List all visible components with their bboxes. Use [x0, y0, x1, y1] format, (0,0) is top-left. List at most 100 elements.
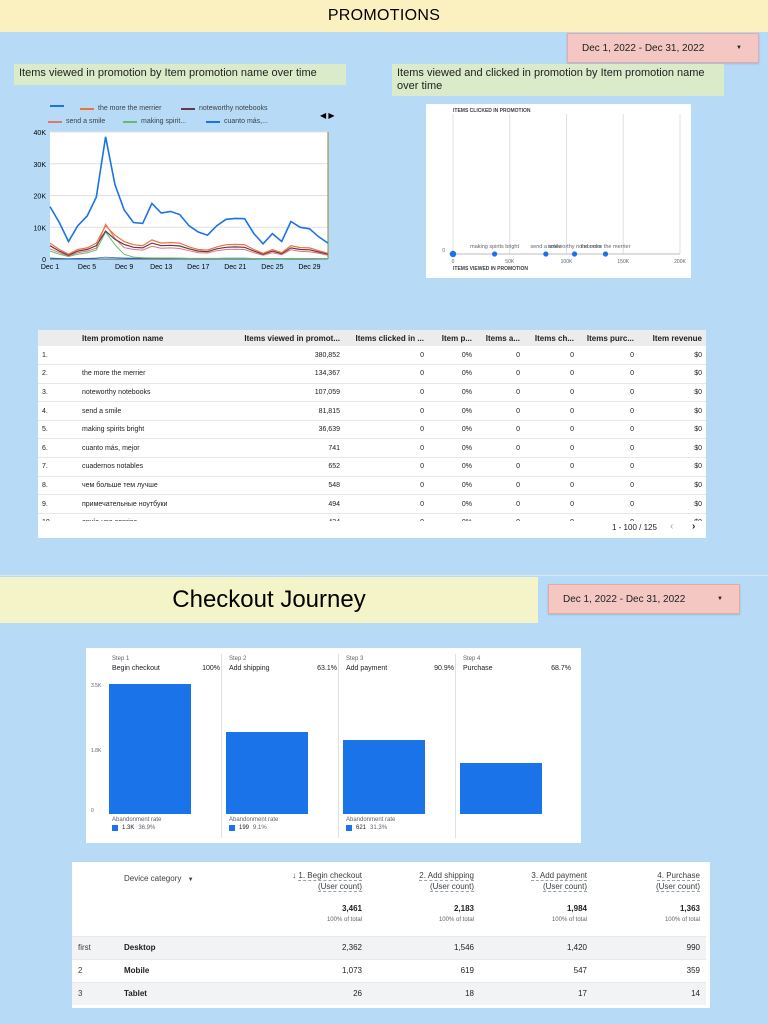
point-label: making spirits bright	[470, 244, 519, 250]
series-line-4[interactable]	[49, 231, 328, 260]
table-cell-revenue: $0	[638, 420, 706, 440]
legend-item[interactable]: noteworthy notebooks	[181, 105, 268, 112]
col-item-revenue[interactable]: Item revenue	[638, 330, 706, 346]
funnel-bar[interactable]	[460, 762, 542, 814]
table-cell-added: 0	[476, 476, 524, 496]
table-cell-viewed: 424	[228, 513, 344, 521]
table-row[interactable]: 9. примечательные ноутбуки 494 0 0% 0 0 0 $0	[38, 494, 706, 514]
legend-swatch	[112, 825, 118, 831]
table-cell-idx: 4.	[38, 401, 78, 421]
table-cell-clicked: 0	[344, 346, 428, 366]
table-cell-value: 1,546	[368, 935, 480, 959]
line-chart-title: Items viewed in promotion by Item promot…	[14, 64, 346, 85]
table-row[interactable]: 6. cuanto más, mejor 741 0 0% 0 0 0 $0	[38, 438, 706, 459]
table-row[interactable]: 2. the more the merrier 134,367 0 0% 0 0 0 $0	[38, 364, 706, 384]
table-cell-checkout: 0	[524, 513, 578, 521]
total-value: 2,183	[453, 904, 474, 913]
table-cell-value: 26	[252, 981, 368, 1005]
legend-next-icon[interactable]: ◀ ▶	[320, 111, 335, 120]
col-device-category[interactable]: Device category ▼	[118, 862, 252, 904]
legend-item[interactable]: making spirit...	[123, 118, 186, 125]
table-cell-name: the more the merrier	[78, 364, 228, 384]
table-row[interactable]: 8. чем больше тем лучше 548 0 0% 0 0 0 $0	[38, 476, 706, 496]
col-items-added[interactable]: Items a...	[476, 330, 524, 346]
table-row[interactable]: 3. noteworthy notebooks 107,059 0 0% 0 0 0 $0	[38, 383, 706, 403]
col-items-purchased[interactable]: Items purc...	[578, 330, 638, 346]
col-items-viewed[interactable]: Items viewed in promot...	[228, 330, 344, 346]
col-items-clicked[interactable]: Items clicked in ...	[344, 330, 428, 346]
scatter-point[interactable]	[449, 250, 457, 258]
funnel-step-name: Add shipping	[229, 665, 270, 672]
x-tick-label: Dec 21	[224, 264, 246, 271]
chevron-left-icon[interactable]: ‹	[670, 521, 674, 532]
abandonment-label: Abandonment rate	[112, 817, 162, 823]
scatter-point[interactable]	[571, 251, 578, 257]
dropdown-caret-icon: ▼	[187, 877, 194, 883]
x-tick-label: Dec 9	[115, 264, 133, 271]
col-item-promotion-name[interactable]: Item promotion name	[78, 330, 228, 346]
scatter-point[interactable]	[543, 251, 549, 257]
table-row[interactable]: 10.envía una sonrisa42400%000$0	[38, 513, 706, 521]
checkout-date-range-picker[interactable]: Dec 1, 2022 - Dec 31, 2022 ▼	[548, 584, 740, 614]
table-cell-purchased: 0	[578, 346, 638, 366]
funnel-bar[interactable]	[226, 732, 308, 814]
promotions-date-range-picker[interactable]: Dec 1, 2022 - Dec 31, 2022 ▼	[567, 33, 759, 63]
table-cell-name: send a smile	[78, 401, 228, 421]
col-begin-checkout[interactable]: ↓ 1. Begin checkout (User count)	[252, 862, 368, 904]
x-axis-label: ITEMS VIEWED IN PROMOTION	[453, 266, 528, 272]
table-row[interactable]: 3 Tablet 26 18 17 14	[72, 981, 706, 1005]
col-items-checked-out[interactable]: Items ch...	[524, 330, 578, 346]
point-label: the more the merrier	[581, 244, 631, 250]
abandonment-pct: 31.3%	[370, 825, 388, 831]
x-tick-label: 50K	[505, 259, 515, 265]
table-cell-clicked: 0	[344, 438, 428, 459]
legend-item[interactable]: cuanto más,...	[206, 118, 268, 125]
legend-swatch	[80, 107, 94, 110]
chevron-right-icon[interactable]: ›	[692, 521, 696, 532]
funnel-bar[interactable]	[343, 739, 425, 814]
col-purchase[interactable]: 4. Purchase (User count)	[593, 862, 706, 904]
table-cell-value: 17	[480, 981, 593, 1005]
device-table-card: Device category ▼ ↓ 1. Begin checkout (U…	[72, 862, 710, 1008]
point-label: send a smile	[530, 244, 561, 250]
line-chart-title-text: Items viewed in promotion by Item promot…	[19, 67, 317, 79]
total-sub: 100% of total	[326, 917, 362, 923]
funnel-bar[interactable]	[109, 684, 191, 814]
table-row[interactable]: first Desktop 2,362 1,546 1,420 990	[72, 935, 706, 959]
point-label: noteworthy notebooks	[548, 244, 602, 250]
scatter-point[interactable]	[602, 251, 609, 257]
scatter-point[interactable]	[491, 251, 498, 257]
table-cell-clicked: 0	[344, 476, 428, 496]
abandonment-value: 621 31.3%	[346, 825, 387, 831]
promotions-header: PROMOTIONS	[0, 0, 768, 32]
legend-item[interactable]: the more the merrier	[80, 105, 161, 112]
table-cell-value: 18	[368, 981, 480, 1005]
col-item-promo-ctr[interactable]: Item p...	[428, 330, 476, 346]
table-cell-pct: 0%	[428, 513, 476, 521]
abandonment-label: Abandonment rate	[229, 817, 279, 823]
legend-swatch	[346, 825, 352, 831]
funnel-step-name: Add payment	[346, 665, 388, 672]
table-cell-name: making spirits bright	[78, 420, 228, 440]
table-row[interactable]: 7. cuadernos notables 652 0 0% 0 0 0 $0	[38, 457, 706, 477]
table-row[interactable]: 4. send a smile 81,815 0 0% 0 0 0 $0	[38, 401, 706, 421]
series-line-3[interactable]	[49, 223, 329, 257]
x-tick-label: Dec 1	[41, 264, 59, 271]
table-row[interactable]: 2 Mobile 1,073 619 547 359	[72, 958, 706, 982]
col-add-shipping[interactable]: 2. Add shipping (User count)	[368, 862, 480, 904]
col-header-line1: 1. Begin checkout	[298, 871, 362, 881]
row-rank: first	[72, 935, 118, 959]
table-cell-checkout: 0	[524, 346, 578, 366]
y-axis-label: ITEMS CLICKED IN PROMOTION	[453, 108, 531, 114]
legend-item[interactable]: send a smile	[48, 118, 105, 125]
series-line-1[interactable]	[49, 224, 329, 255]
legend-item[interactable]	[50, 105, 68, 107]
legend-label: the more the merrier	[98, 105, 162, 112]
table-row[interactable]: 5. making spirits bright 36,639 0 0% 0 0 0 $0	[38, 420, 706, 440]
series-line-0[interactable]	[49, 136, 329, 245]
table-cell-revenue: $0	[638, 457, 706, 477]
col-add-payment[interactable]: 3. Add payment (User count)	[480, 862, 593, 904]
series-line-2[interactable]	[49, 230, 329, 256]
table-cell-pct: 0%	[428, 346, 476, 366]
table-row[interactable]: 1. 380,852 0 0% 0 0 0 $0	[38, 346, 706, 366]
